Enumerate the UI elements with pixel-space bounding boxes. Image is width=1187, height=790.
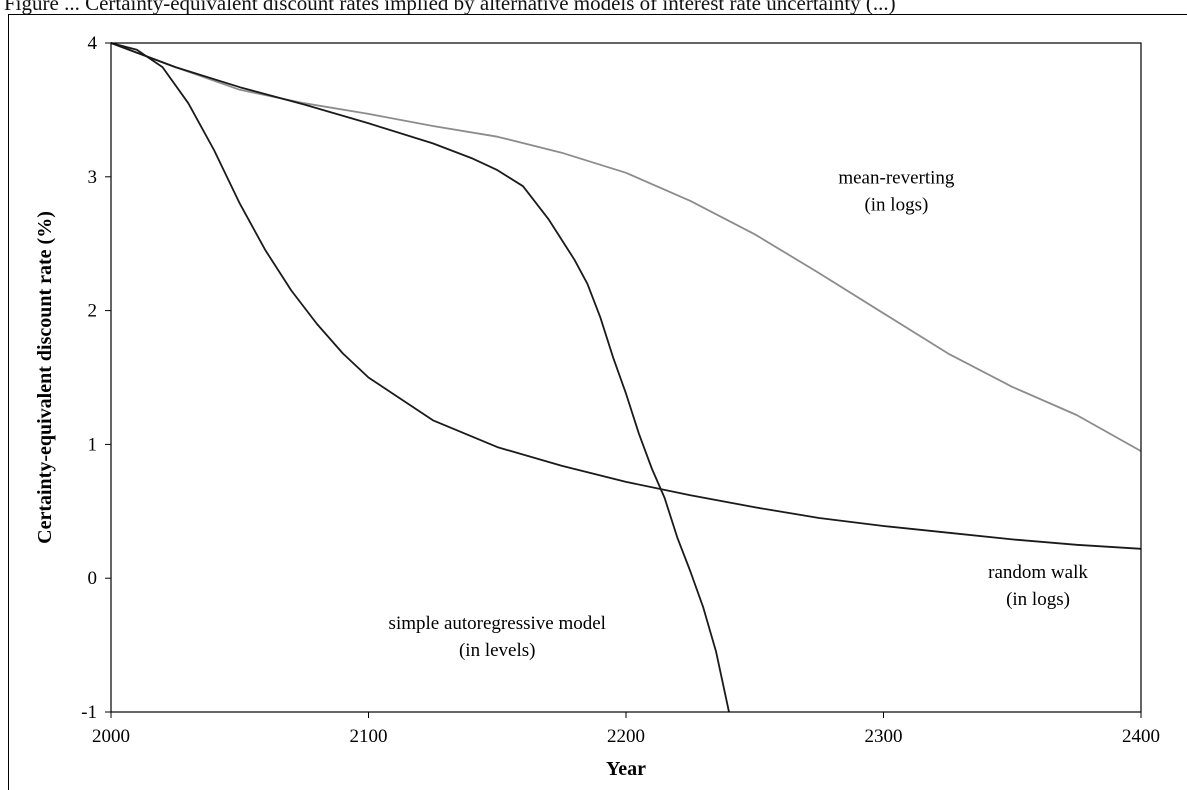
series-annotation: (in logs) (864, 194, 928, 215)
x-tick-label: 2300 (865, 726, 903, 747)
series-line-random-walk-in-logs (110, 42, 1142, 550)
plot-frame (110, 42, 1142, 713)
series-annotation: (in levels) (459, 640, 536, 661)
y-tick-label: 0 (88, 568, 98, 589)
y-axis-title: Certainty-equivalent discount rate (%) (34, 211, 56, 544)
x-tick-label: 2100 (350, 726, 388, 747)
x-tick-label: 2200 (607, 726, 645, 747)
series-annotation: random walk (988, 562, 1088, 583)
x-axis-title: Year (606, 758, 646, 780)
series-annotation: mean-reverting (838, 167, 955, 188)
chart-panel: 2000 2100 2200 2300 2400 -1 0 1 2 3 4 Year Certainty… (8, 14, 1187, 790)
series-annotation: simple autoregressive model (389, 613, 606, 634)
x-tick-label: 2000 (92, 726, 130, 747)
y-tick-label: 3 (88, 167, 98, 188)
y-tick-label: -1 (81, 702, 97, 723)
y-tick-label: 4 (88, 33, 98, 54)
series-line-mean-reverting-in-logs (110, 42, 1142, 452)
series-line-simple-autoregressive-model-in-levels (110, 42, 730, 713)
x-tick-label: 2400 (1122, 726, 1160, 747)
line-chart: 2000 2100 2200 2300 2400 -1 0 1 2 3 4 Year Certainty… (34, 33, 1160, 780)
y-tick-label: 1 (88, 434, 98, 455)
series-annotation: (in logs) (1006, 589, 1070, 610)
figure-caption: Figure ... Certainty-equivalent discount… (4, 0, 896, 15)
y-tick-label: 2 (88, 301, 98, 322)
